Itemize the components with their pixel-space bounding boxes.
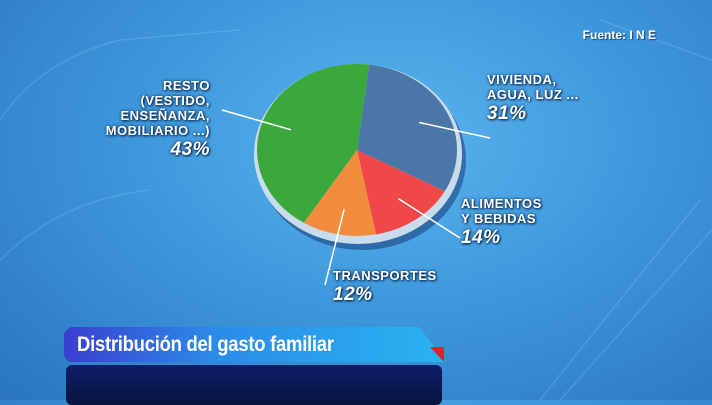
title-banner: Distribución del gasto familiar bbox=[64, 327, 446, 362]
leader-line bbox=[324, 208, 345, 286]
banner-title: Distribución del gasto familiar bbox=[77, 333, 334, 356]
slice-value-label: 31% bbox=[487, 103, 527, 124]
slice-label-line: TRANSPORTES bbox=[333, 268, 437, 283]
pie-slice bbox=[357, 64, 457, 192]
label-resto: RESTO (VESTIDO, ENSEÑANZA, MOBILIARIO ..… bbox=[105, 78, 210, 162]
slice-label-line: ENSEÑANZA, bbox=[120, 108, 210, 123]
lower-third-panel bbox=[66, 365, 442, 405]
pie-slice bbox=[303, 150, 377, 236]
slice-value-label: 14% bbox=[461, 227, 501, 248]
leader-line bbox=[419, 121, 491, 139]
leader-line bbox=[397, 197, 461, 239]
slice-value-label: 12% bbox=[333, 284, 373, 305]
slice-label-line: ALIMENTOS bbox=[461, 196, 542, 211]
slice-label-line: (VESTIDO, bbox=[140, 93, 210, 108]
pie-slice bbox=[256, 63, 370, 223]
slice-label-line: RESTO bbox=[162, 78, 210, 93]
slice-label-line: Y BEBIDAS bbox=[461, 211, 537, 226]
slice-label-line: MOBILIARIO ...) bbox=[105, 123, 210, 138]
pie-slice bbox=[357, 150, 445, 235]
label-alimentos: ALIMENTOS Y BEBIDAS 14% bbox=[461, 196, 542, 250]
slice-label-line: AGUA, LUZ ... bbox=[487, 87, 579, 102]
slice-value-label: 43% bbox=[170, 139, 210, 160]
leader-line bbox=[221, 109, 292, 131]
source-label: Fuente: I N E bbox=[582, 28, 656, 42]
label-vivienda: VIVIENDA, AGUA, LUZ ... 31% bbox=[487, 72, 579, 126]
slice-label-line: VIVIENDA, bbox=[487, 72, 557, 87]
label-transportes: TRANSPORTES 12% bbox=[333, 268, 437, 307]
